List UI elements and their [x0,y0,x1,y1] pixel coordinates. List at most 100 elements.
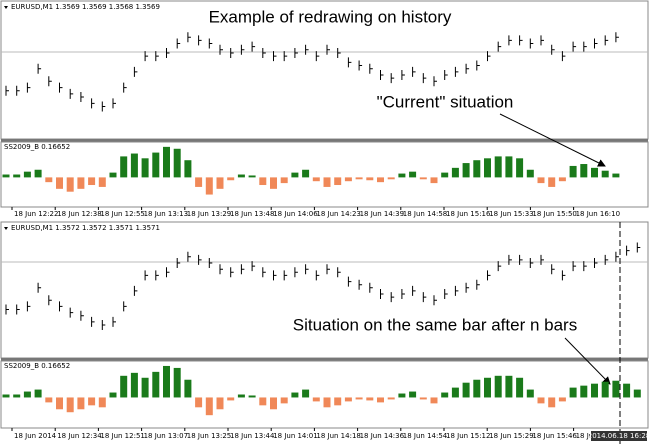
price-bar [166,267,170,278]
histogram-bar [184,160,192,178]
histogram-bar [13,394,21,398]
price-bar [476,279,480,290]
histogram-bar [88,397,96,406]
histogram-bar [558,177,566,182]
histogram-bar [548,177,556,187]
histogram-bar [184,379,192,398]
price-bar [219,264,223,275]
price-bar [358,279,363,290]
histogram-bar [366,397,374,401]
price-bar [48,76,52,87]
histogram-bar [387,177,395,180]
histogram-bar [462,163,470,178]
price-bar [273,270,277,281]
price-bar [487,51,491,62]
histogram-bar [2,174,10,178]
price-bar [465,63,470,74]
price-bar [5,85,9,96]
price-bar [347,57,352,68]
price-bar [422,292,427,303]
price-bar [80,92,84,103]
price-bar [604,35,609,46]
title: Example of redrawing on history [209,7,452,26]
price-bar [144,51,149,62]
price-bar [337,47,341,58]
histogram-bar [398,393,406,398]
cursor-time-box [591,431,647,441]
histogram-bar [526,169,534,178]
price-bar [59,301,63,312]
price-bar [583,41,587,52]
price-bar [433,295,437,306]
histogram-bar [601,381,609,398]
price-bar [240,44,245,55]
histogram-bar [2,394,10,398]
price-bar [583,261,587,272]
histogram-bar [205,397,213,416]
time-label: 18 Jun 15:12 [446,432,490,440]
histogram-bar [205,177,213,195]
histogram-bar [195,397,203,408]
price-bar [251,261,256,272]
histogram-bar [302,169,310,178]
histogram-bar [387,397,395,400]
time-label: 18 Jun 14:01 [273,432,317,440]
histogram-bar [334,177,342,186]
histogram-bar [98,177,106,187]
price-bar [198,35,202,46]
histogram-bar [216,397,224,410]
histogram-bar [355,397,363,400]
price-bar [369,63,373,74]
price-bar [273,51,277,62]
histogram-bar [195,177,203,187]
histogram-bar [451,167,459,178]
histogram-bar [323,177,331,187]
histogram-bar [505,156,513,178]
histogram-bar [484,158,491,178]
histogram-bar [462,382,470,398]
histogram-bar [270,397,277,410]
histogram-bar [591,167,598,178]
time-label: 18 Jun 14:06 [273,210,318,218]
price-bar [112,316,116,327]
price-bar [294,47,298,58]
price-bar [155,51,159,62]
price-bar [604,254,609,265]
price-bar [615,251,619,262]
price-bar [380,70,384,80]
histogram-bar [312,177,320,182]
price-bar [26,82,31,93]
time-label: 18 Jun 13:25 [187,432,231,440]
histogram-bar [312,397,320,402]
histogram-bar [633,389,641,398]
time-label: 18 Jun 12:51 [100,432,144,440]
histogram-bar [66,397,74,413]
time-label: 18 Jun 12:34 [57,432,102,440]
price-bar [80,310,84,321]
histogram-bar [120,375,128,398]
price-bar [551,44,555,55]
histogram-bar [451,387,459,398]
histogram-bar [237,174,245,178]
price-bar [16,304,20,315]
price-bar [262,267,266,278]
time-label: 18 Jun 14:54 [403,432,448,440]
histogram-bar [612,173,620,178]
histogram-bar [23,171,31,178]
histogram-bar [334,397,342,406]
price-bar [487,270,491,281]
indicator-label: SS2009_B 0.16652 [4,362,70,370]
histogram-bar [537,397,545,404]
price-bar [454,285,459,296]
histogram-bar [98,397,106,408]
histogram-bar [409,171,417,178]
price-bar [594,38,598,49]
price-bar [37,63,42,74]
histogram-bar [505,375,513,398]
price-bar [326,264,330,275]
histogram-bar [484,377,491,398]
price-bar [305,44,309,55]
histogram-bar [516,377,524,398]
time-label: 18 Jun 14:18 [316,432,360,440]
